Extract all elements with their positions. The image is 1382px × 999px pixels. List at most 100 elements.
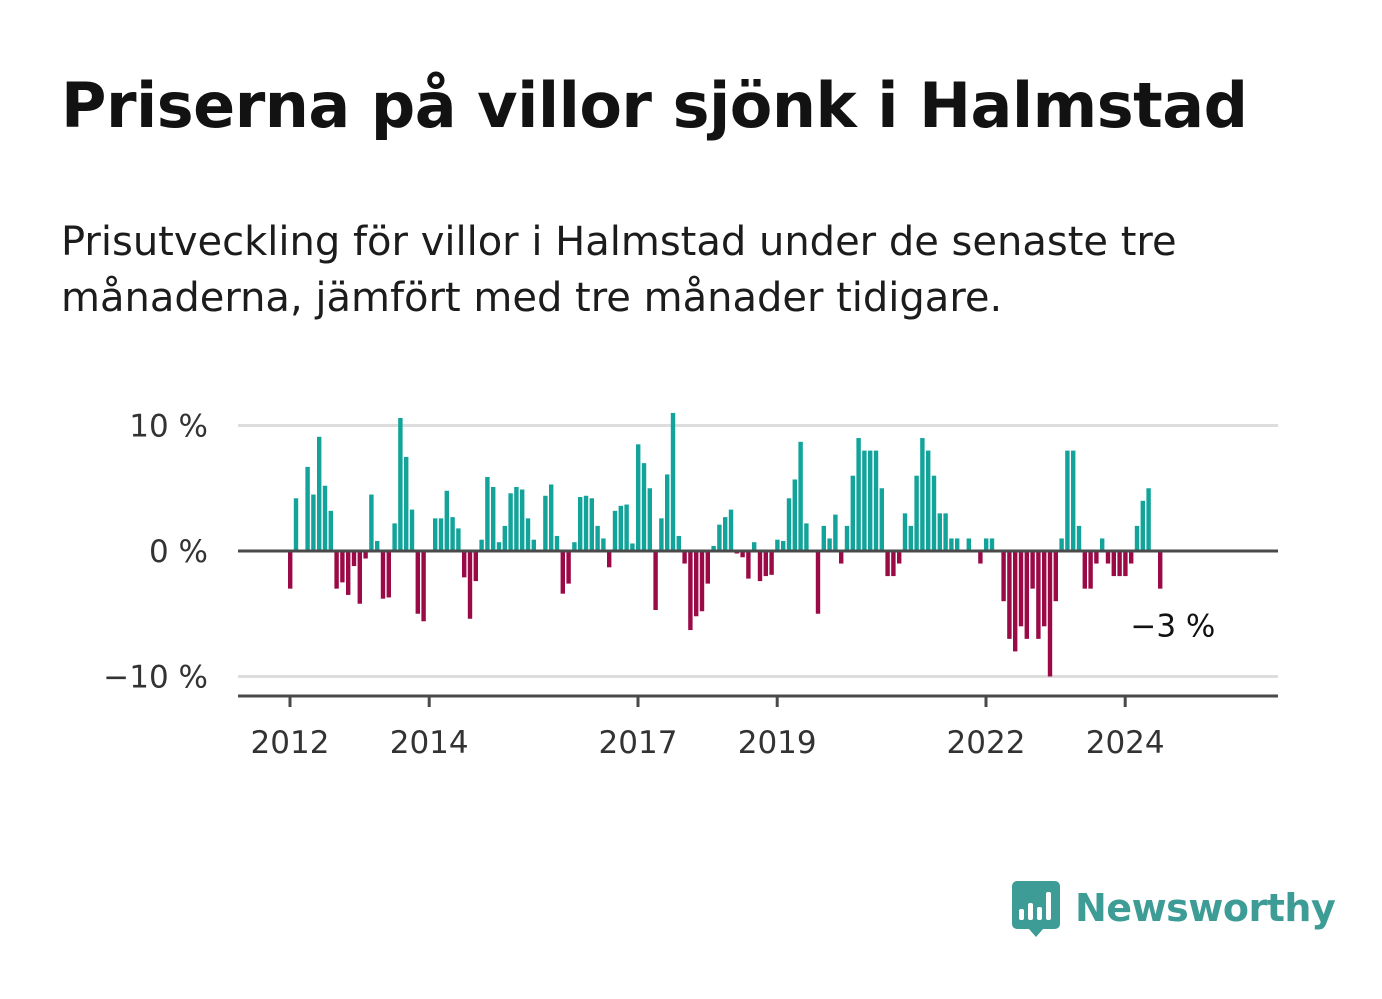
bar (520, 489, 525, 551)
bar (375, 540, 380, 551)
bar (949, 538, 954, 551)
bar (670, 412, 676, 551)
bar (1117, 551, 1122, 577)
bar (897, 551, 902, 564)
bar (328, 510, 333, 551)
bar (456, 528, 461, 551)
bar (856, 438, 861, 551)
grid-lines (238, 424, 1278, 678)
x-tick-label: 2012 (251, 725, 330, 761)
x-tick-label: 2014 (390, 725, 469, 761)
bar (891, 551, 896, 577)
bar (1047, 551, 1053, 677)
bar (421, 551, 426, 622)
bar (1094, 551, 1099, 564)
bar (1001, 551, 1006, 602)
bar (1018, 551, 1024, 627)
tick-labels: 10 % 0 % −10 % 2012 2014 2017 2019 2022 2024 −3 % (103, 409, 1215, 762)
bar (1024, 551, 1029, 639)
bar (723, 517, 728, 551)
bar (415, 551, 420, 614)
bar (676, 535, 681, 551)
y-tick-label: −10 % (103, 660, 208, 696)
bar (1030, 551, 1035, 589)
bar (589, 498, 594, 551)
bar (531, 539, 536, 551)
bar (839, 551, 844, 564)
bar (926, 450, 931, 551)
bar (1129, 551, 1134, 564)
bars (288, 412, 1163, 677)
bar (601, 538, 606, 551)
bar (293, 498, 299, 551)
bar (728, 509, 734, 551)
bar (711, 545, 716, 551)
chart-subtitle: Prisutveckling för villor i Halmstad und… (61, 219, 1177, 321)
bar (392, 523, 397, 551)
bar (717, 524, 722, 551)
axes (238, 549, 1278, 707)
bar (496, 542, 502, 551)
bar (757, 551, 763, 582)
bar (554, 535, 560, 551)
bar (572, 542, 577, 551)
bar (908, 525, 913, 551)
bar (931, 475, 937, 551)
bar (607, 551, 612, 568)
bar (850, 475, 855, 551)
bar (491, 487, 496, 551)
bar (351, 551, 357, 567)
bar (1059, 538, 1064, 551)
bar (833, 514, 838, 551)
bar (473, 551, 478, 582)
last-value-label: −3 % (1130, 609, 1215, 645)
bar (775, 539, 780, 551)
bar (1158, 551, 1163, 589)
bar (647, 488, 652, 551)
bar-chart: 10 % 0 % −10 % 2012 2014 2017 2019 2022 2024 −3 % (103, 409, 1278, 762)
newsworthy-logo-icon (1012, 881, 1060, 937)
bar (462, 551, 467, 578)
bar (450, 517, 455, 551)
bar (311, 494, 316, 551)
bar (682, 551, 687, 564)
bar (508, 493, 513, 551)
bar (549, 484, 554, 551)
bar (955, 538, 960, 551)
x-tick-label: 2024 (1086, 725, 1165, 761)
bar (1123, 551, 1128, 577)
bar (618, 505, 623, 551)
bar (380, 551, 386, 599)
bar (1036, 551, 1041, 639)
bar (363, 551, 368, 559)
bar (804, 523, 809, 551)
brand-name: Newsworthy (1075, 886, 1336, 930)
bar (769, 551, 774, 575)
bar (357, 551, 362, 604)
bar (346, 551, 351, 595)
bar (578, 497, 583, 551)
bar (781, 540, 786, 551)
bar (305, 466, 310, 551)
bar (984, 538, 989, 551)
bar (398, 417, 403, 551)
bar (583, 495, 589, 551)
bar (659, 518, 664, 551)
bar (1042, 551, 1047, 627)
bar (943, 513, 948, 551)
bar (317, 436, 322, 551)
bar (288, 551, 293, 589)
bar (763, 551, 768, 577)
bar (705, 551, 710, 584)
bar (653, 551, 658, 610)
bar (815, 551, 821, 614)
bar (409, 509, 415, 551)
bar (630, 543, 635, 551)
bar (433, 518, 438, 551)
bar (322, 485, 328, 551)
bar (1100, 538, 1105, 551)
bar (404, 456, 409, 552)
bar (694, 551, 699, 617)
bar (821, 525, 826, 551)
bar (844, 525, 850, 551)
